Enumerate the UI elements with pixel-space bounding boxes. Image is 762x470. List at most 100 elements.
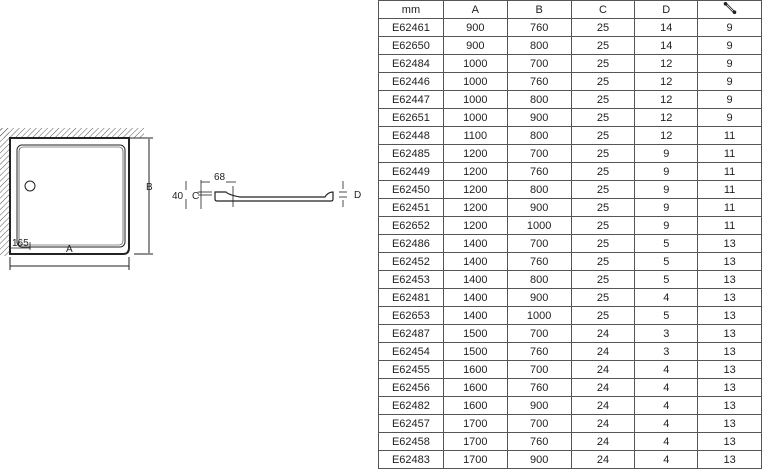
dimension-cell: 1700 [442, 450, 508, 469]
dimension-cell: 25 [570, 144, 636, 163]
dimension-cell: 9 [697, 36, 762, 55]
dimension-cell: 9 [634, 144, 699, 163]
dim-label-c: C [192, 191, 199, 202]
table-row: E62650 900 800 25 14 9 [378, 36, 762, 55]
dimension-cell: 900 [442, 36, 508, 55]
table-row: E62484 1000 700 25 12 9 [378, 54, 762, 73]
model-code-cell: E62453 [378, 270, 444, 289]
header-a: A [442, 0, 508, 19]
table-row: E62455 1600 700 24 4 13 [378, 360, 762, 379]
model-code-cell: E62446 [378, 72, 444, 91]
dimension-cell: 4 [634, 378, 699, 397]
dimension-cell: 1000 [442, 72, 508, 91]
dimension-cell: 25 [570, 126, 636, 145]
dimension-cell: 9 [634, 198, 699, 217]
model-code-cell: E62450 [378, 180, 444, 199]
header-mm: mm [378, 0, 444, 19]
dimension-cell: 24 [570, 450, 636, 469]
dimension-cell: 25 [570, 198, 636, 217]
dimension-cell: 1200 [442, 198, 508, 217]
dimension-cell: 4 [634, 288, 699, 307]
dimension-cell: 11 [697, 162, 762, 181]
dimension-cell: 25 [570, 270, 636, 289]
dim-label-a: A [66, 244, 73, 255]
model-code-cell: E62456 [378, 378, 444, 397]
table-row: E62457 1700 700 24 4 13 [378, 414, 762, 433]
model-code-cell: E62448 [378, 126, 444, 145]
dimension-cell: 1100 [442, 126, 508, 145]
model-code-cell: E62486 [378, 234, 444, 253]
model-code-cell: E62650 [378, 36, 444, 55]
model-code-cell: E62485 [378, 144, 444, 163]
table-row: E62651 1000 900 25 12 9 [378, 108, 762, 127]
dimension-cell: 9 [697, 108, 762, 127]
dimension-cell: 24 [570, 396, 636, 415]
dimension-cell: 1700 [442, 414, 508, 433]
table-row: E62481 1400 900 25 4 13 [378, 288, 762, 307]
dimension-cell: 25 [570, 252, 636, 271]
dimension-cell: 9 [697, 72, 762, 91]
dimension-cell: 13 [697, 342, 762, 361]
dimension-cell: 9 [634, 216, 699, 235]
dimension-cell: 800 [506, 180, 572, 199]
dimension-cell: 1000 [442, 90, 508, 109]
dimension-cell: 1400 [442, 252, 508, 271]
dimension-cell: 12 [634, 54, 699, 73]
dimension-cell: 11 [697, 198, 762, 217]
model-code-cell: E62487 [378, 324, 444, 343]
dimension-cell: 11 [697, 180, 762, 199]
table-row: E62483 1700 900 24 4 13 [378, 450, 762, 469]
dimension-cell: 5 [634, 306, 699, 325]
dimension-cell: 25 [570, 288, 636, 307]
dimension-cell: 800 [506, 270, 572, 289]
dimension-cell: 760 [506, 342, 572, 361]
model-code-cell: E62461 [378, 18, 444, 37]
dimension-cell: 24 [570, 342, 636, 361]
dimension-cell: 700 [506, 234, 572, 253]
table-row: E62487 1500 700 24 3 13 [378, 324, 762, 343]
model-code-cell: E62455 [378, 360, 444, 379]
table-row: E62458 1700 760 24 4 13 [378, 432, 762, 451]
table-row: E62449 1200 760 25 9 11 [378, 162, 762, 181]
dimension-cell: 4 [634, 360, 699, 379]
table-row: E62486 1400 700 25 5 13 [378, 234, 762, 253]
dimension-cell: 24 [570, 360, 636, 379]
dimension-cell: 9 [634, 180, 699, 199]
dimension-cell: 900 [442, 18, 508, 37]
dimension-cell: 5 [634, 234, 699, 253]
table-row: E62451 1200 900 25 9 11 [378, 198, 762, 217]
dimension-cell: 3 [634, 342, 699, 361]
model-code-cell: E62653 [378, 306, 444, 325]
dimension-cell: 1200 [442, 180, 508, 199]
dimension-cell: 700 [506, 360, 572, 379]
dimension-cell: 24 [570, 324, 636, 343]
dimension-cell: 11 [697, 126, 762, 145]
dimension-cell: 13 [697, 396, 762, 415]
model-code-cell: E62454 [378, 342, 444, 361]
model-code-cell: E62482 [378, 396, 444, 415]
table-header-row: mm A B C D [378, 0, 762, 19]
table-row: E62482 1600 900 24 4 13 [378, 396, 762, 415]
dimension-cell: 700 [506, 144, 572, 163]
dimension-cell: 800 [506, 36, 572, 55]
dimension-cell: 1200 [442, 216, 508, 235]
dimension-cell: 1000 [506, 306, 572, 325]
dimension-cell: 900 [506, 288, 572, 307]
dimension-cell: 25 [570, 108, 636, 127]
table-row: E62653 1400 1000 25 5 13 [378, 306, 762, 325]
dimension-cell: 25 [570, 234, 636, 253]
dimension-cell: 1600 [442, 360, 508, 379]
dimension-cell: 4 [634, 414, 699, 433]
dimension-cell: 13 [697, 234, 762, 253]
dimension-cell: 13 [697, 270, 762, 289]
table-row: E62456 1600 760 24 4 13 [378, 378, 762, 397]
dimension-cell: 12 [634, 72, 699, 91]
dimension-cell: 25 [570, 90, 636, 109]
dimension-cell: 1200 [442, 162, 508, 181]
dimension-cell: 9 [697, 54, 762, 73]
dimension-cell: 9 [697, 90, 762, 109]
dimension-cell: 25 [570, 72, 636, 91]
dimension-cell: 5 [634, 270, 699, 289]
dimension-cell: 700 [506, 54, 572, 73]
dimension-cell: 25 [570, 36, 636, 55]
